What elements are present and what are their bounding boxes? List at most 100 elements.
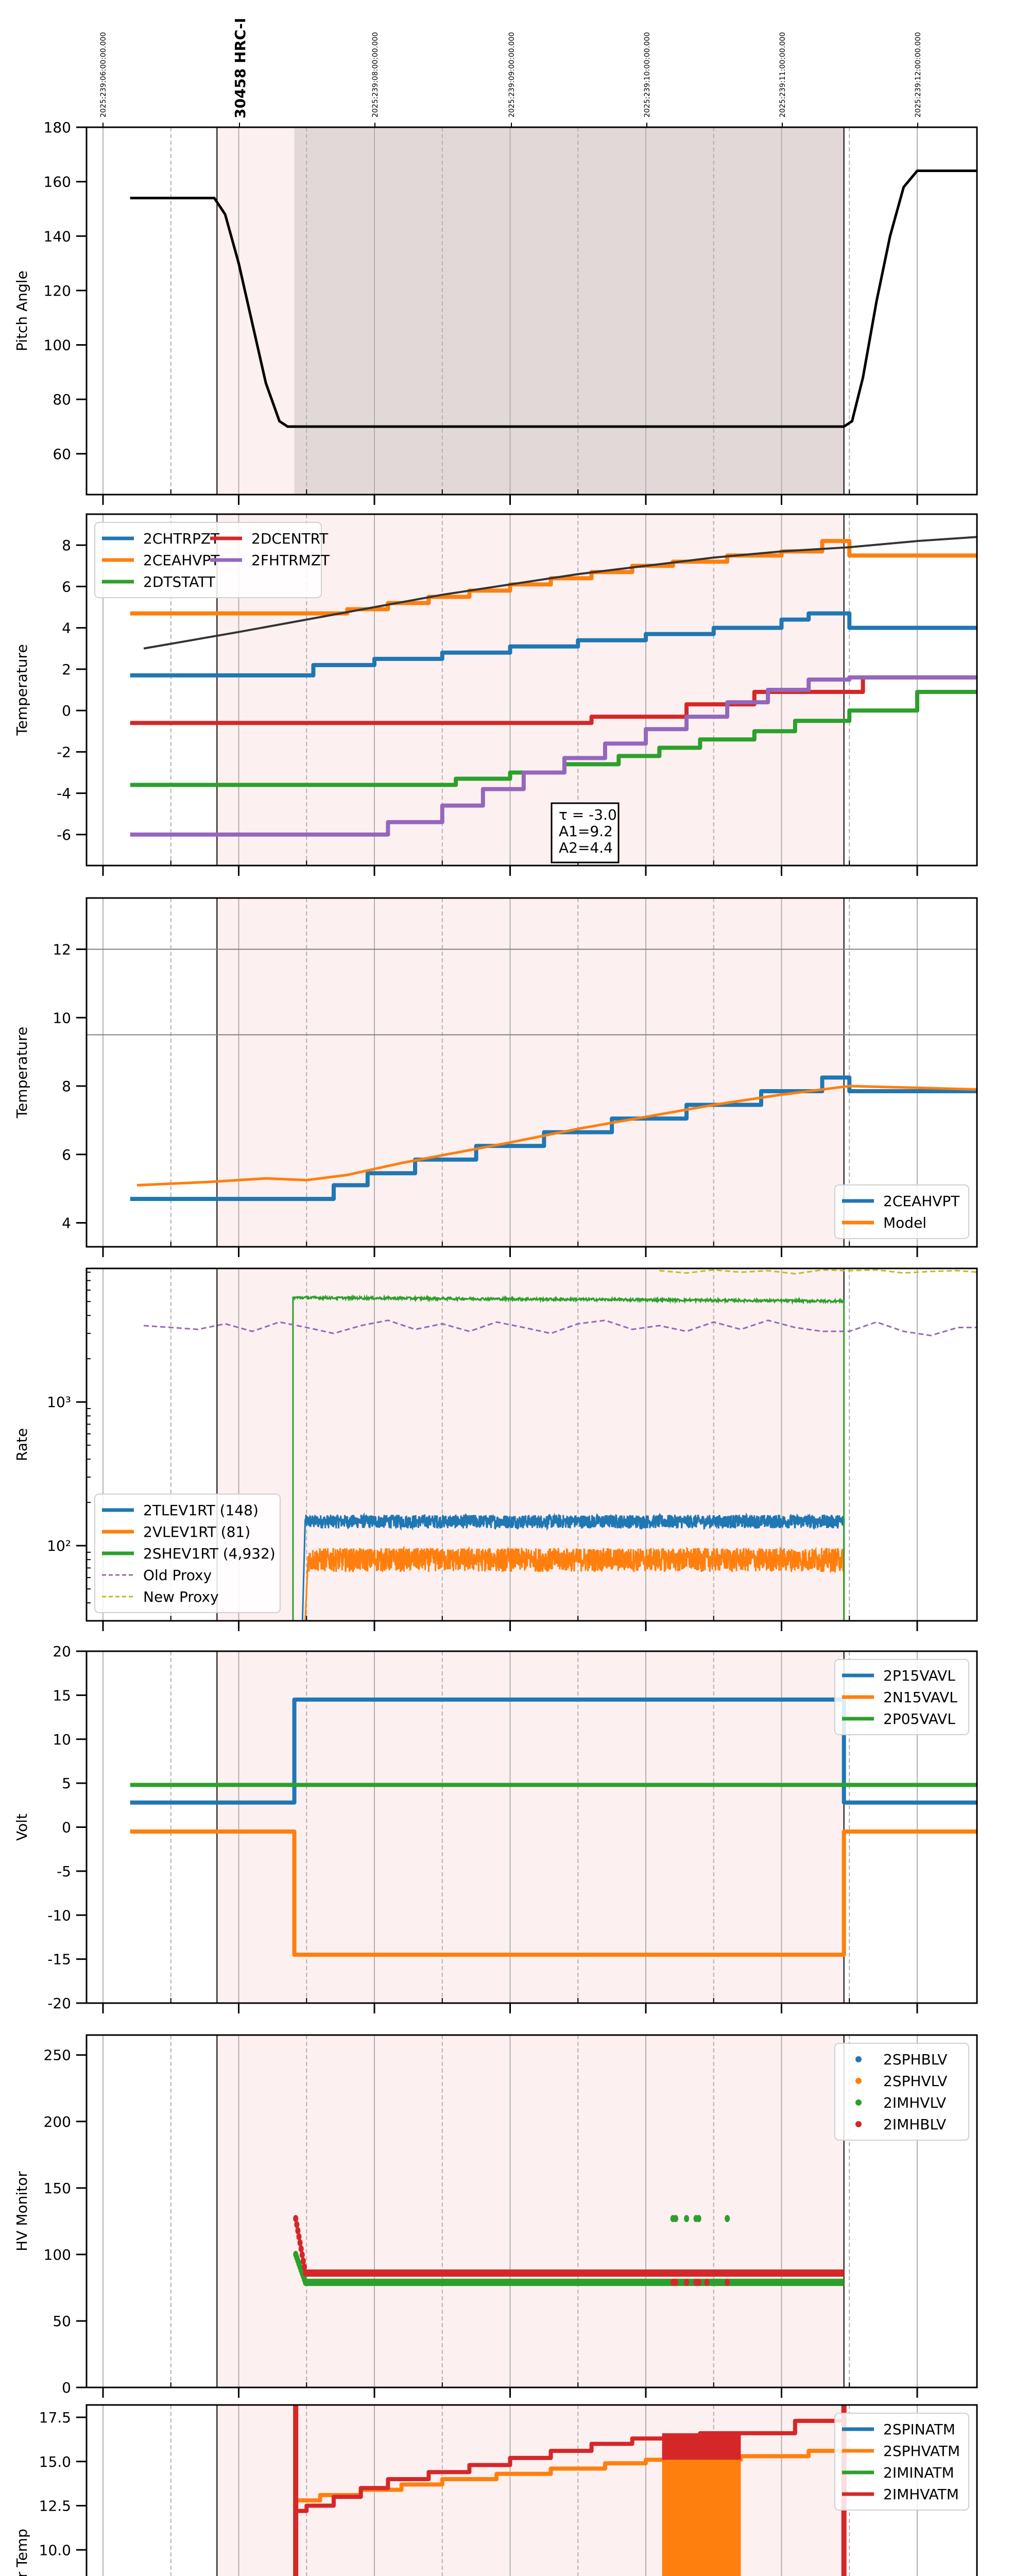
y-tick-label: 0 <box>62 702 71 719</box>
y-tick-label: 6 <box>62 578 71 595</box>
legend-label: Model <box>883 1214 926 1231</box>
legend-label: New Proxy <box>143 1588 219 1605</box>
series-line <box>130 690 977 787</box>
legend-label: Old Proxy <box>143 1567 212 1584</box>
axes-frame <box>85 513 978 867</box>
y-axis-label: Detector Temp <box>13 2529 30 2576</box>
plot-area <box>102 2035 918 2387</box>
top-tick-label: 2025:239:08:00:00.000 <box>371 32 380 117</box>
series-2imhvatm <box>296 2412 846 2513</box>
legend-item: 2P05VAVL <box>842 1710 955 1727</box>
y-tick-label: 20 <box>53 1643 71 1660</box>
data-point <box>302 2263 307 2271</box>
y-tick-label: 160 <box>44 174 71 191</box>
fit-annotation-line: A2=4.4 <box>559 839 613 856</box>
series-2p15vavl <box>130 1697 977 1805</box>
y-axis-label: Temperature <box>13 644 30 736</box>
series-line <box>143 1319 977 1336</box>
obsid-label: 30458 HRC-I <box>232 18 249 118</box>
legend-item: 2SHEV1RT (4,932) <box>102 1545 276 1562</box>
legend-item: 2N15VAVL <box>842 1689 957 1706</box>
legend-label: 2SPINATM <box>883 2421 955 2438</box>
y-tick-label: 10 <box>53 1009 71 1026</box>
series-line <box>130 1697 977 1805</box>
legend-item: 2IMINATM <box>842 2464 954 2481</box>
top-tick-label: 2025:239:09:00:00.000 <box>508 32 516 117</box>
series-2n15vavl <box>130 1829 977 1957</box>
y-tick-label: 0 <box>62 2379 71 2396</box>
series-line <box>130 675 977 837</box>
data-point <box>696 2279 701 2286</box>
y-tick-label: 10.0 <box>39 2541 71 2558</box>
data-point <box>295 2227 301 2234</box>
data-point <box>725 2215 730 2223</box>
axes-frame <box>85 2034 978 2388</box>
shaded-span <box>217 2035 844 2387</box>
series-line <box>130 1829 977 1957</box>
y-axis-label: Rate <box>13 1428 30 1461</box>
legend: 2SPHBLV 2SPHVLV 2IMHVLV 2IMHBLV <box>834 2043 969 2141</box>
data-point <box>684 2279 690 2286</box>
data-point <box>696 2215 701 2223</box>
legend-label: 2IMHVLV <box>883 2094 946 2111</box>
legend-item: 2CEAHVPT <box>842 1193 960 1210</box>
series-2imhvlv <box>293 2215 844 2286</box>
shaded-span <box>217 898 844 1247</box>
panel-volts: -20-15-10-505101520Volt2P15VAVL2N15VAVL2… <box>13 1643 978 2013</box>
data-point-band <box>305 2269 844 2277</box>
legend: 2CEAHVPT Model <box>834 1184 969 1239</box>
y-tick-label: 100 <box>44 2246 71 2263</box>
series-2vlev1rt-81- <box>304 1545 845 1621</box>
legend-label: 2DTSTATT <box>143 573 216 590</box>
legend-label: 2CHTRPZT <box>143 530 220 547</box>
legend-label: 2FHTRMZT <box>251 552 330 569</box>
y-tick-label: 6 <box>62 1146 71 1163</box>
legend-item: 2SPINATM <box>842 2421 955 2438</box>
series-noise-band <box>662 2433 741 2460</box>
legend-frame <box>834 2413 969 2511</box>
plot-area <box>102 1268 977 1621</box>
y-tick-label: 12 <box>53 941 71 958</box>
legend-label: 2SPHBLV <box>883 2051 947 2068</box>
dark-shaded-span <box>294 127 844 495</box>
legend-item: Old Proxy <box>102 1567 212 1584</box>
legend-item: 2IMHVLV <box>855 2094 946 2111</box>
shaded-span <box>217 2405 844 2576</box>
y-axis-label: HV Monitor <box>13 2171 30 2251</box>
data-point-band <box>305 2279 844 2286</box>
data-point <box>300 2257 306 2265</box>
axes-frame <box>85 2404 978 2576</box>
series-line <box>659 1269 977 1275</box>
legend-item: 2CEAHVPT <box>102 552 220 569</box>
legend-item: 2IMHVATM <box>842 2486 959 2503</box>
y-tick-label: -6 <box>57 826 71 843</box>
series-old-proxy <box>143 1319 977 1336</box>
legend-label: 2SPHVLV <box>883 2073 947 2090</box>
legend-item: 2DTSTATT <box>102 573 216 590</box>
y-tick-label: 100 <box>44 337 71 354</box>
legend-label: 2CEAHVPT <box>143 552 220 569</box>
fit-annotation-line: A1=9.2 <box>559 823 613 840</box>
legend-label: 2TLEV1RT (148) <box>143 1502 259 1519</box>
legend-frame <box>834 1184 969 1239</box>
data-point <box>725 2279 730 2286</box>
legend-item: 2P15VAVL <box>842 1667 955 1684</box>
plot-area <box>87 898 977 1247</box>
series-2shev1rt-4-932- <box>292 1294 845 1621</box>
series-line <box>136 1084 977 1187</box>
legend: 2SPINATM 2SPHVATM 2IMINATM 2IMHVATM <box>834 2413 969 2511</box>
data-point <box>684 2215 690 2223</box>
plot-area <box>102 2405 918 2576</box>
legend-item: New Proxy <box>102 1588 219 1605</box>
y-axis-label: Temperature <box>13 1027 30 1118</box>
legend: 2CHTRPZT 2CEAHVPT 2DTSTATT 2DCENTRT 2FHTRMZT <box>94 522 330 598</box>
y-axis-label: Volt <box>13 1814 30 1841</box>
panel-rates: 10² 10³ Rate 2TLEV1RT (148) 2VLEV1RT (81) 2SH… <box>13 1267 978 1631</box>
series-new-proxy <box>659 1269 977 1275</box>
legend-item: 2IMHBLV <box>855 2116 946 2133</box>
y-tick-label: 180 <box>44 119 71 136</box>
y-tick-label: -4 <box>57 785 71 802</box>
series-2ceahvpt <box>130 1075 977 1201</box>
y-tick-label: 17.5 <box>39 2409 71 2426</box>
